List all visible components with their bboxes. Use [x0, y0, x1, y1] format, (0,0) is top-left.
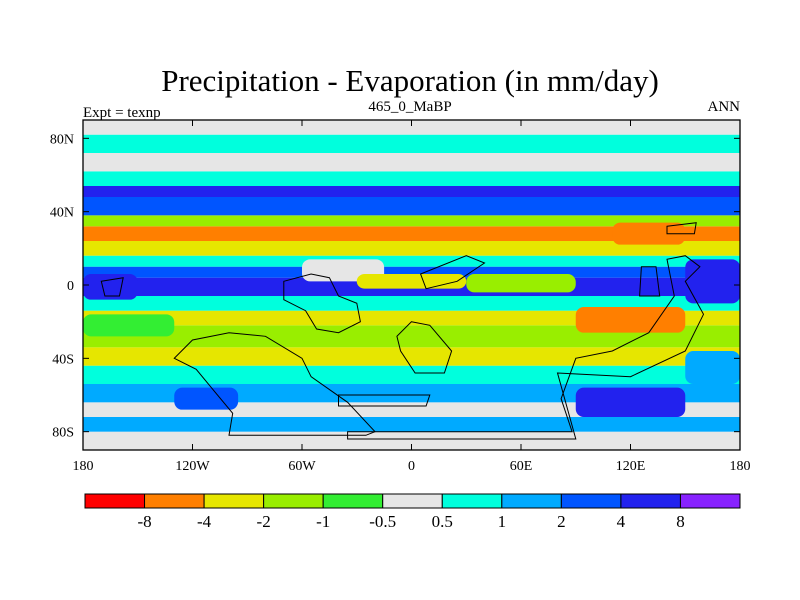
- field-band: [83, 255, 740, 267]
- x-tick-label: 0: [408, 459, 415, 474]
- colorbar-swatch: [322, 493, 384, 509]
- x-tick-label: 180: [730, 459, 751, 474]
- field-band: [83, 266, 740, 278]
- land-contour: [347, 255, 705, 440]
- colorbar: -8 -4 -2 -1 -0.5 0.5 1 2 4 8: [84, 493, 741, 531]
- field-patch: [174, 387, 239, 410]
- colorbar-swatch: [203, 493, 265, 509]
- field-band: [83, 325, 740, 348]
- field-patch: [356, 274, 467, 289]
- y-tick-label: 40S: [52, 352, 74, 367]
- colorbar-swatch: [560, 493, 622, 509]
- y-tick-label: 80N: [50, 132, 74, 147]
- field-band: [83, 215, 740, 227]
- colorbar-label: -0.5: [369, 512, 396, 531]
- colorbar-label: 8: [676, 512, 685, 531]
- colorbar-swatch: [620, 493, 681, 509]
- colorbar-label: -2: [257, 512, 271, 531]
- x-axis: 180 120W 60W 0 60E 120E 180: [73, 120, 751, 474]
- field-patch: [685, 259, 740, 304]
- field-band: [83, 296, 740, 311]
- x-tick-label: 60W: [288, 459, 316, 474]
- land-contour: [173, 332, 376, 436]
- land-contour: [639, 266, 661, 297]
- land-contour: [100, 277, 124, 297]
- colorbar-label: 2: [557, 512, 566, 531]
- colorbar-label: 0.5: [432, 512, 453, 531]
- y-tick-label: 80S: [52, 426, 74, 441]
- field-band: [83, 226, 740, 241]
- colorbar-swatch: [84, 493, 146, 509]
- field-band: [83, 171, 740, 186]
- colorbar-swatch: [501, 493, 562, 509]
- colorbar-label: -1: [316, 512, 330, 531]
- chart-title: Precipitation - Evaporation (in mm/day): [161, 63, 659, 98]
- land-contour: [283, 273, 361, 334]
- colorbar-swatch: [263, 493, 324, 509]
- field-band: [83, 417, 740, 432]
- y-axis: 80N 40N 0 40S 80S: [50, 132, 740, 441]
- field-band: [83, 365, 740, 384]
- colorbar-label: 4: [617, 512, 626, 531]
- colorbar-swatch: [382, 493, 443, 509]
- colorbar-label: 1: [498, 512, 507, 531]
- period-label: 465_0_MaBP: [368, 99, 451, 115]
- y-tick-label: 40N: [50, 206, 74, 221]
- field-patch: [83, 274, 138, 300]
- land-contour: [666, 222, 697, 235]
- colorbar-label: -4: [197, 512, 212, 531]
- land-outline: [100, 222, 705, 440]
- colorbar-swatch: [144, 493, 205, 509]
- expt-label: Expt = texnp: [83, 105, 161, 121]
- colorbar-label: -8: [137, 512, 151, 531]
- y-tick-label: 0: [67, 279, 74, 294]
- field-band: [83, 197, 740, 216]
- land-contour: [419, 255, 486, 290]
- field-band: [83, 241, 740, 256]
- field-patch: [575, 387, 686, 417]
- x-tick-label: 120W: [175, 459, 210, 474]
- precip-evap-field: [83, 120, 740, 450]
- field-patch: [685, 351, 740, 384]
- x-tick-label: 60E: [510, 459, 533, 474]
- field-band: [83, 134, 740, 153]
- field-band: [83, 153, 740, 172]
- field-band: [83, 186, 740, 197]
- colorbar-swatch: [441, 493, 503, 509]
- field-patch: [83, 314, 175, 337]
- land-contour: [396, 321, 453, 374]
- field-band: [83, 347, 740, 366]
- field-patch: [466, 274, 576, 293]
- x-tick-label: 180: [73, 459, 94, 474]
- land-contour: [338, 394, 431, 407]
- colorbar-swatch: [679, 493, 741, 509]
- field-band: [83, 431, 740, 450]
- x-tick-label: 120E: [616, 459, 646, 474]
- season-label: ANN: [708, 99, 741, 115]
- field-patch: [575, 307, 686, 333]
- field-band: [83, 120, 740, 135]
